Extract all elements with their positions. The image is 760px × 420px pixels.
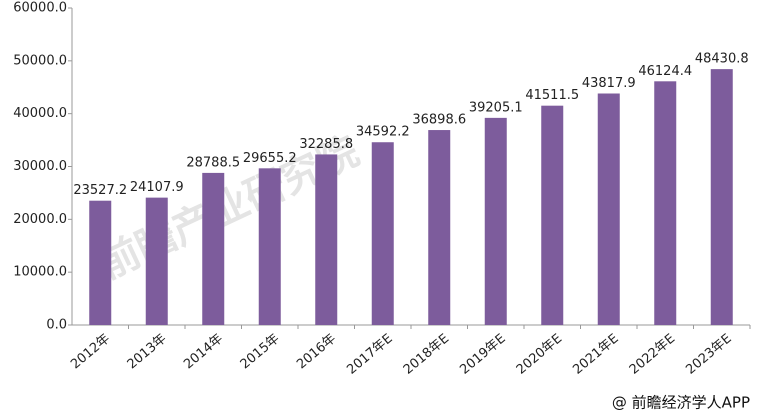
value-label: 29655.2 bbox=[243, 151, 297, 166]
x-tick-label: 2017年E bbox=[344, 331, 395, 377]
bar bbox=[654, 81, 677, 325]
value-label: 34592.2 bbox=[356, 125, 410, 140]
value-label: 28788.5 bbox=[186, 155, 240, 170]
bar bbox=[484, 117, 507, 325]
value-label: 32285.8 bbox=[299, 137, 353, 152]
x-tick-label: 2021年E bbox=[570, 331, 621, 377]
x-tick-label: 2022年E bbox=[627, 331, 678, 377]
bar bbox=[428, 130, 451, 325]
x-tick-label: 2013年 bbox=[125, 331, 170, 372]
value-label: 41511.5 bbox=[525, 88, 579, 103]
x-tick-label: 2015年 bbox=[238, 331, 283, 372]
bar bbox=[315, 154, 338, 325]
y-tick-label: 60000.0 bbox=[13, 1, 67, 16]
y-tick-label: 40000.0 bbox=[13, 106, 67, 121]
bar bbox=[710, 69, 733, 326]
bar bbox=[145, 197, 168, 325]
y-tick-label: 50000.0 bbox=[13, 53, 67, 68]
x-tick-label: 2019年E bbox=[457, 331, 508, 377]
bar bbox=[597, 93, 620, 326]
source: @ 前瞻经济学人APP bbox=[612, 394, 750, 412]
bar bbox=[258, 168, 281, 325]
x-tick-label: 2014年 bbox=[181, 331, 226, 372]
value-label: 24107.9 bbox=[130, 180, 184, 195]
bar bbox=[541, 105, 564, 325]
bar bbox=[371, 142, 394, 325]
value-label: 43817.9 bbox=[582, 76, 636, 91]
value-label: 23527.2 bbox=[73, 183, 127, 198]
value-label: 36898.6 bbox=[412, 113, 466, 128]
x-tick-label: 2020年E bbox=[514, 331, 565, 377]
y-tick-label: 30000.0 bbox=[13, 159, 67, 174]
bar bbox=[202, 172, 225, 325]
value-label: 48430.8 bbox=[695, 52, 749, 67]
y-tick-label: 10000.0 bbox=[13, 265, 67, 280]
bar bbox=[89, 200, 112, 325]
x-tick-label: 2023年E bbox=[683, 331, 734, 377]
value-label: 46124.4 bbox=[638, 64, 692, 79]
y-tick-label: 20000.0 bbox=[13, 212, 67, 227]
value-label: 39205.1 bbox=[469, 100, 523, 115]
x-tick-label: 2018年E bbox=[401, 331, 452, 377]
y-tick-label: 0.0 bbox=[46, 318, 67, 333]
x-tick-label: 2016年 bbox=[294, 331, 339, 372]
x-tick-label: 2012年 bbox=[68, 331, 113, 372]
